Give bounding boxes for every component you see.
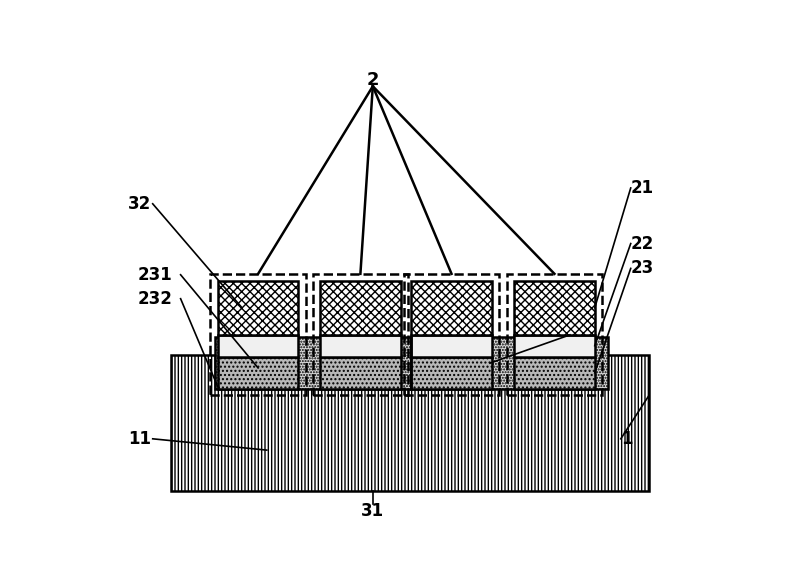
Bar — [320, 356, 401, 389]
Bar — [404, 274, 499, 394]
Text: 31: 31 — [362, 502, 384, 520]
Text: 32: 32 — [128, 195, 151, 212]
Bar — [411, 356, 492, 389]
Bar — [320, 335, 401, 356]
Text: 11: 11 — [128, 430, 151, 448]
Bar — [411, 335, 492, 356]
Text: 2: 2 — [366, 72, 379, 89]
Bar — [411, 281, 492, 335]
Bar — [411, 337, 609, 389]
Bar — [514, 356, 594, 389]
Bar — [514, 335, 594, 356]
Text: 1: 1 — [621, 430, 632, 448]
Text: 231: 231 — [138, 266, 172, 284]
Bar — [214, 337, 411, 389]
Text: 23: 23 — [630, 259, 654, 278]
Bar — [171, 355, 649, 491]
Bar — [313, 274, 408, 394]
Text: 21: 21 — [630, 179, 654, 197]
Text: 22: 22 — [630, 235, 654, 252]
Bar — [218, 281, 298, 335]
Bar — [218, 335, 298, 356]
Text: 232: 232 — [138, 290, 172, 308]
Bar — [210, 274, 306, 394]
Bar — [218, 356, 298, 389]
Bar — [506, 274, 602, 394]
Text: 32: 32 — [570, 326, 594, 344]
Bar — [514, 281, 594, 335]
Bar — [320, 281, 401, 335]
